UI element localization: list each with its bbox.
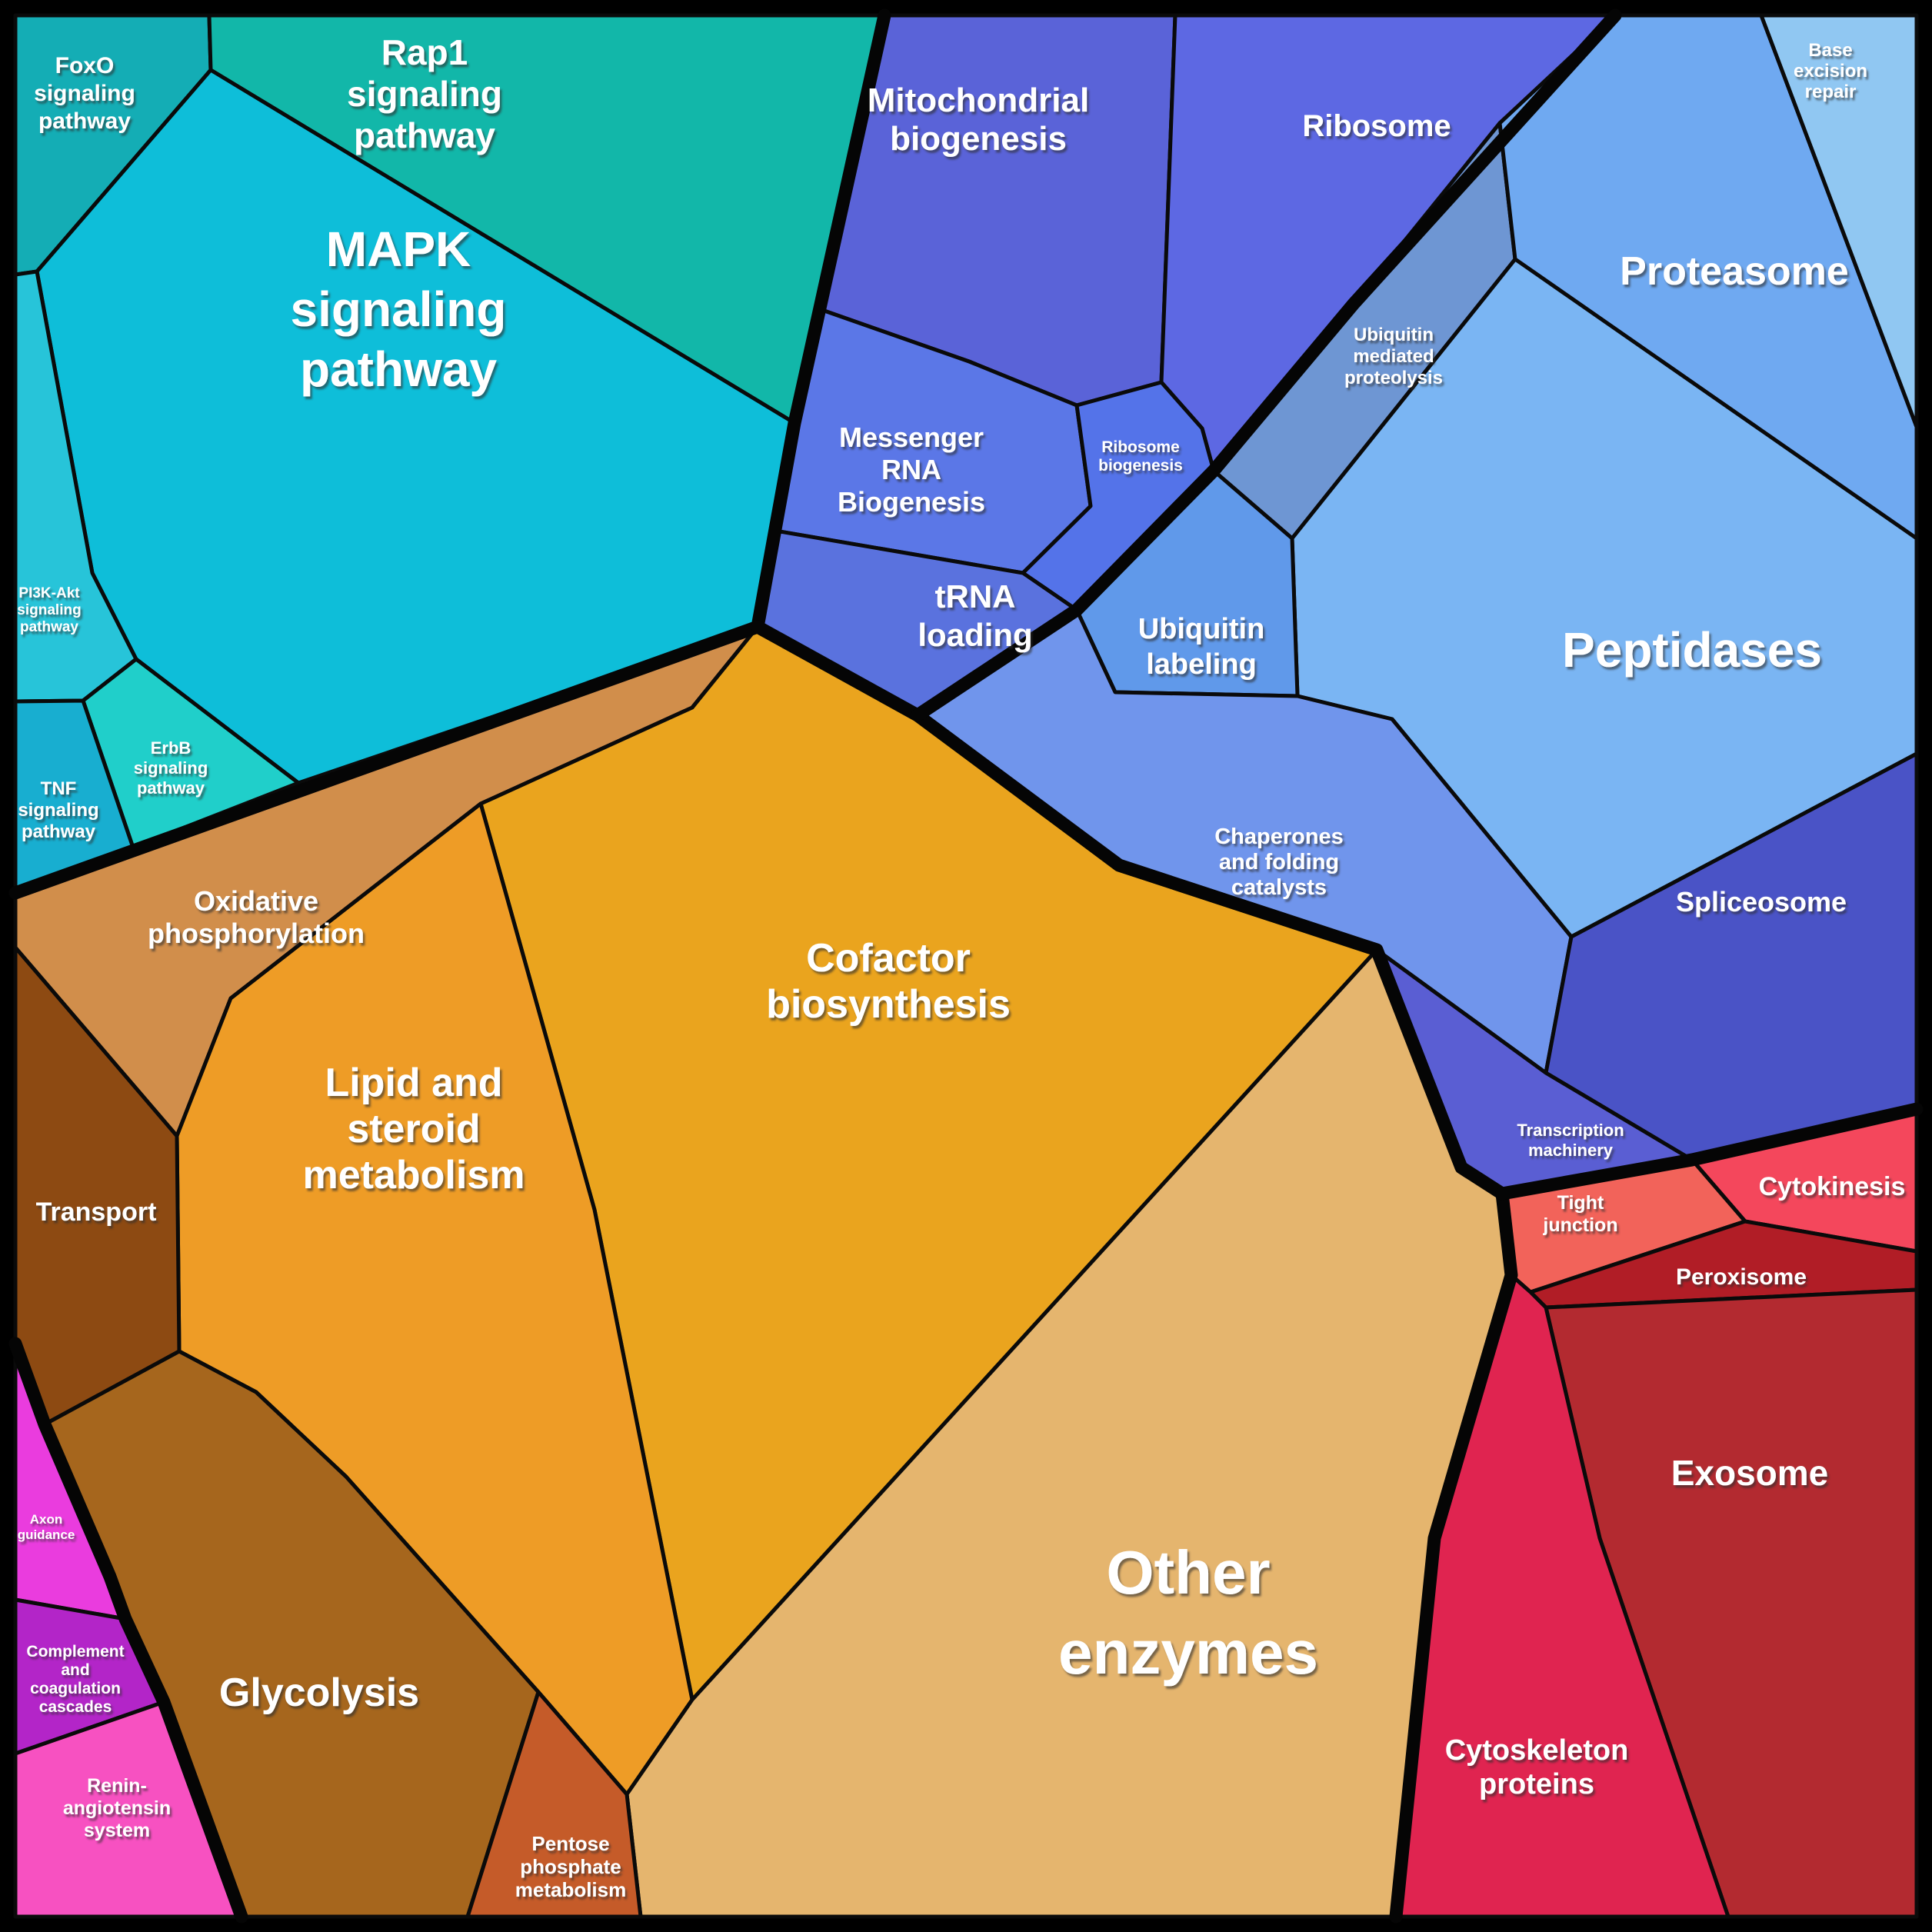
group-border-biogenesis-vs-degradation <box>911 8 1622 722</box>
cell-label-proteasome: Proteasome <box>1620 249 1849 294</box>
group-border-metabolism-vs-blue-red <box>751 620 1518 1924</box>
cell-label-renin-angiotensin: Renin-angiotensin system <box>63 1775 171 1841</box>
group-border-metabolism-vs-organismal <box>8 1337 248 1924</box>
cell-label-lipid-steroid: Lipid and steroid metabolism <box>303 1061 525 1198</box>
cell-label-glycolysis: Glycolysis <box>219 1671 419 1715</box>
cell-label-mito-biogenesis: Mitochondrial biogenesis <box>868 82 1089 158</box>
group-borders-layer <box>8 8 1924 1924</box>
labels-layer: FoxO signaling pathway Rap1 signaling pathway… <box>17 32 1905 1901</box>
cell-label-complement-coagulation: Complement and coagulation cascades <box>26 1643 124 1716</box>
cell-label-mrna-biogenesis: Messenger RNA Biogenesis <box>838 421 985 518</box>
cell-label-cofactor-biosynthesis: Cofactor biosynthesis <box>766 936 1011 1027</box>
cell-label-oxidative-phosphorylation: Oxidative phosphorylation <box>148 885 365 949</box>
cell-label-erbb: ErbB signaling pathway <box>134 738 208 798</box>
cell-label-exosome: Exosome <box>1671 1453 1829 1493</box>
cell-label-pentose-phosphate: Pentose phosphate metabolism <box>515 1832 627 1901</box>
cell-label-foxo: FoxO signaling pathway <box>34 53 135 134</box>
cell-label-transcription-machinery: Transcription machinery <box>1517 1121 1624 1160</box>
cell-label-base-excision-repair: Base excision repair <box>1794 40 1867 102</box>
cell-label-rap1: Rap1 signaling pathway <box>347 32 502 155</box>
cell-label-trna-loading: tRNA loading <box>918 578 1032 653</box>
cell-label-peroxisome: Peroxisome <box>1676 1264 1807 1290</box>
cell-label-ubiquitin-labeling: Ubiquitin labeling <box>1138 613 1265 681</box>
cell-label-mapk: MAPK signaling pathway <box>291 222 507 397</box>
cell-label-pi3k: PI3K-Akt signaling pathway <box>17 585 81 635</box>
cell-label-ribosome: Ribosome <box>1302 109 1451 143</box>
cell-label-ribosome-biogenesis: Ribosome biogenesis <box>1098 438 1183 475</box>
group-border-signaling-vs-rest <box>8 8 891 900</box>
cell-label-chaperones: Chaperones and folding catalysts <box>1214 824 1344 900</box>
cell-label-cytoskeleton: Cytoskeleton proteins <box>1445 1734 1629 1800</box>
cell-label-ubiquitin-proteolysis: Ubiquitin mediated proteolysis <box>1344 325 1443 388</box>
cell-label-peptidases: Peptidases <box>1562 622 1822 678</box>
cell-base-excision-repair[interactable]: Base excision repair <box>1759 13 1919 429</box>
cell-pentose-phosphate[interactable]: Pentose phosphate metabolism <box>465 1690 643 1919</box>
cell-label-other-enzymes: Other enzymes <box>1058 1538 1318 1687</box>
group-border-blue-vs-red <box>1495 1102 1924 1201</box>
cell-label-tnf: TNF signaling pathway <box>18 778 98 842</box>
cell-label-transport: Transport <box>36 1198 157 1227</box>
cell-label-axon-guidance: Axon guidance <box>18 1512 75 1542</box>
cell-label-spliceosome: Spliceosome <box>1676 886 1847 918</box>
cell-label-tight-junction: Tight junction <box>1542 1192 1617 1236</box>
cell-label-cytokinesis: Cytokinesis <box>1759 1172 1906 1201</box>
